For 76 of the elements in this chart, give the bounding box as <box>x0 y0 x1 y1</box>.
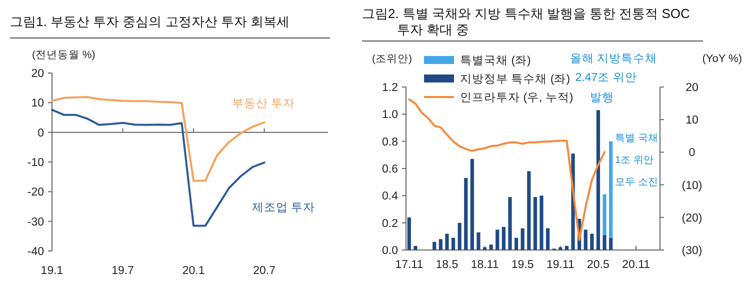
y2-tick-label: (20) <box>682 212 702 224</box>
bar <box>527 171 531 250</box>
bar <box>520 228 524 250</box>
y2-tick-label: 20 <box>686 82 698 94</box>
x-tick-label: 18.11 <box>470 259 499 271</box>
text: 올해 지방특수채 <box>570 53 658 65</box>
x-tick-label: 19.11 <box>546 259 574 271</box>
bar <box>602 194 606 236</box>
x-tick-label: 18.5 <box>436 259 458 271</box>
bar <box>496 230 500 250</box>
y-tick-label: -40 <box>27 246 44 258</box>
bar <box>502 226 506 250</box>
x-tick-label: 20.7 <box>253 265 276 277</box>
chart-title: 그림1. 부동산 투자 중심의 고정자산 투자 회복세 <box>10 14 290 29</box>
bar <box>546 228 550 250</box>
y-tick-label: 0.0 <box>382 245 398 257</box>
y-tick-label: 10 <box>31 98 44 110</box>
text: 제조업 투자 <box>252 202 316 214</box>
y-tick-label: 0.8 <box>382 136 398 148</box>
bar <box>464 178 468 250</box>
legend-label: 특별국채 (좌) <box>460 55 532 67</box>
legend-label: 지방정부 특수채 (좌) <box>460 74 570 86</box>
x-tick-label: 19.7 <box>112 265 134 277</box>
y-axis-title: (조위안) <box>372 53 412 65</box>
bar <box>564 246 569 250</box>
bar <box>476 232 480 250</box>
annotation: 모두 소진 <box>615 177 658 188</box>
y2-tick-label: 0 <box>688 147 696 160</box>
chart-title: 그림2. 특별 국채와 지방 특수채 발행을 통한 전통적 SOC 투자 확대 중 <box>362 6 690 37</box>
legend-label: 인프라투자 (우, 누적) <box>460 92 574 104</box>
line-series <box>51 96 266 182</box>
bar <box>590 234 594 250</box>
bar <box>596 110 600 250</box>
bar <box>470 158 474 250</box>
bar <box>407 217 411 250</box>
y-tick-label: 0.4 <box>382 190 399 203</box>
bar <box>609 238 613 250</box>
y-tick-label: -10 <box>27 157 44 169</box>
y2-axis-title: (YoY %) <box>702 53 742 65</box>
bar <box>458 222 462 250</box>
bar <box>451 238 456 250</box>
x-tick-label: 19.5 <box>511 259 534 271</box>
bar <box>602 235 606 250</box>
bar <box>438 239 442 250</box>
y2-tick-label: 10 <box>686 114 698 127</box>
x-tick-label: 19.1 <box>40 265 64 277</box>
annotation: 특별 국채 <box>615 133 658 144</box>
y-axis-title: (전년동월 %) <box>32 49 96 61</box>
x-tick-label: 20.1 <box>182 265 205 277</box>
bar <box>414 246 418 250</box>
text: 2.47조 위안 <box>575 72 637 84</box>
bar <box>609 141 613 238</box>
y-tick-label: 0 <box>38 127 44 140</box>
y-tick-label: -20 <box>27 186 44 199</box>
bar <box>432 242 436 250</box>
bar <box>445 234 449 250</box>
bar <box>514 238 518 250</box>
y-tick-label: -30 <box>27 216 44 228</box>
bar <box>489 244 493 250</box>
y-tick-label: 0.6 <box>382 164 398 176</box>
y2-tick-label: (10) <box>682 180 702 192</box>
annotation: 1조 위안 <box>615 155 654 166</box>
bar <box>584 230 588 250</box>
y-tick-label: 1.0 <box>382 109 398 122</box>
bar <box>508 197 512 250</box>
x-tick-label: 17.11 <box>395 259 424 271</box>
y-tick-label: 20 <box>31 68 44 80</box>
bar <box>533 197 538 250</box>
y-tick-label: 0.2 <box>382 218 398 230</box>
annotation: 발행 <box>590 92 614 104</box>
series-label: 부동산 투자 <box>232 98 296 110</box>
bar <box>540 196 544 250</box>
x-tick-label: 20.11 <box>622 259 650 271</box>
y-tick-label: 1.2 <box>382 82 398 94</box>
y2-tick-label: (30) <box>682 245 702 257</box>
x-tick-label: 20.5 <box>587 259 610 271</box>
